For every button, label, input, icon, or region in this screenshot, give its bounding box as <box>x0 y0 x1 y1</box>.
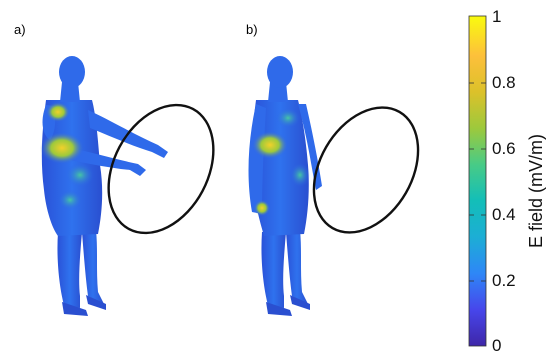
colorbar-tick-0.8: 0.8 <box>492 73 516 92</box>
colorbar-tick-1: 1 <box>492 7 502 26</box>
colorbar-tick-0.4: 0.4 <box>492 205 516 224</box>
colorbar-tick-0: 0 <box>492 336 502 355</box>
panel-label-b: b) <box>246 22 258 37</box>
human-body-a <box>40 56 168 316</box>
colorbar-ticks <box>469 82 486 282</box>
coil-ring-a <box>107 103 215 235</box>
human-body-b <box>248 56 322 316</box>
panel-label-a: a) <box>14 22 26 37</box>
colorbar-tick-0.6: 0.6 <box>492 139 516 158</box>
coil-ring-b <box>312 106 420 234</box>
colorbar-gradient <box>468 15 487 347</box>
colorbar-label: E field (mV/m) <box>526 133 546 248</box>
colorbar-tick-0.2: 0.2 <box>492 271 516 290</box>
